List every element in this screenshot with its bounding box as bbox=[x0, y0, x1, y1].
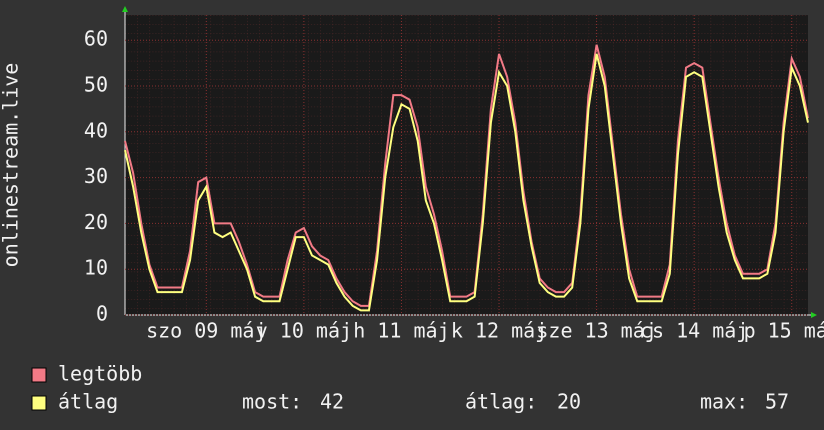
y-tick-label: 10 bbox=[84, 256, 108, 280]
stat-label: max: bbox=[700, 390, 748, 414]
series-line bbox=[124, 53, 809, 312]
legend-swatch bbox=[31, 395, 47, 411]
x-tick-label: cs 14 máj bbox=[640, 319, 748, 343]
y-tick-label: 0 bbox=[96, 302, 108, 326]
stat-label: most: bbox=[242, 390, 302, 414]
x-tick-label: h 11 máj bbox=[353, 319, 449, 343]
y-tick-label: 40 bbox=[84, 118, 108, 142]
stat-value: 57 bbox=[765, 390, 789, 414]
stat-value: 42 bbox=[320, 390, 344, 414]
y-tick-label: 60 bbox=[84, 27, 108, 51]
x-tick-label: sze 13 máj bbox=[536, 319, 656, 343]
minor-grid bbox=[125, 15, 808, 315]
x-tick-label: k 12 máj bbox=[451, 319, 547, 343]
stat-label: átlag: bbox=[465, 390, 537, 414]
x-tick-label: szo 09 máj bbox=[146, 319, 266, 343]
y-tick-label: 50 bbox=[84, 72, 108, 96]
x-tick-label: v 10 máj bbox=[256, 319, 352, 343]
y-tick-label: 20 bbox=[84, 210, 108, 234]
stat-value: 20 bbox=[557, 390, 581, 414]
y-arrow bbox=[122, 6, 128, 12]
y-axis-label: onlinestream.live bbox=[0, 63, 23, 268]
series-line bbox=[124, 44, 809, 307]
legend-label: átlag bbox=[58, 390, 118, 414]
x-arrow bbox=[811, 312, 817, 318]
legend-swatch bbox=[31, 367, 47, 383]
x-tick-label: p 15 máj bbox=[744, 319, 824, 343]
y-tick-label: 30 bbox=[84, 164, 108, 188]
legend-label: legtöbb bbox=[58, 362, 142, 386]
